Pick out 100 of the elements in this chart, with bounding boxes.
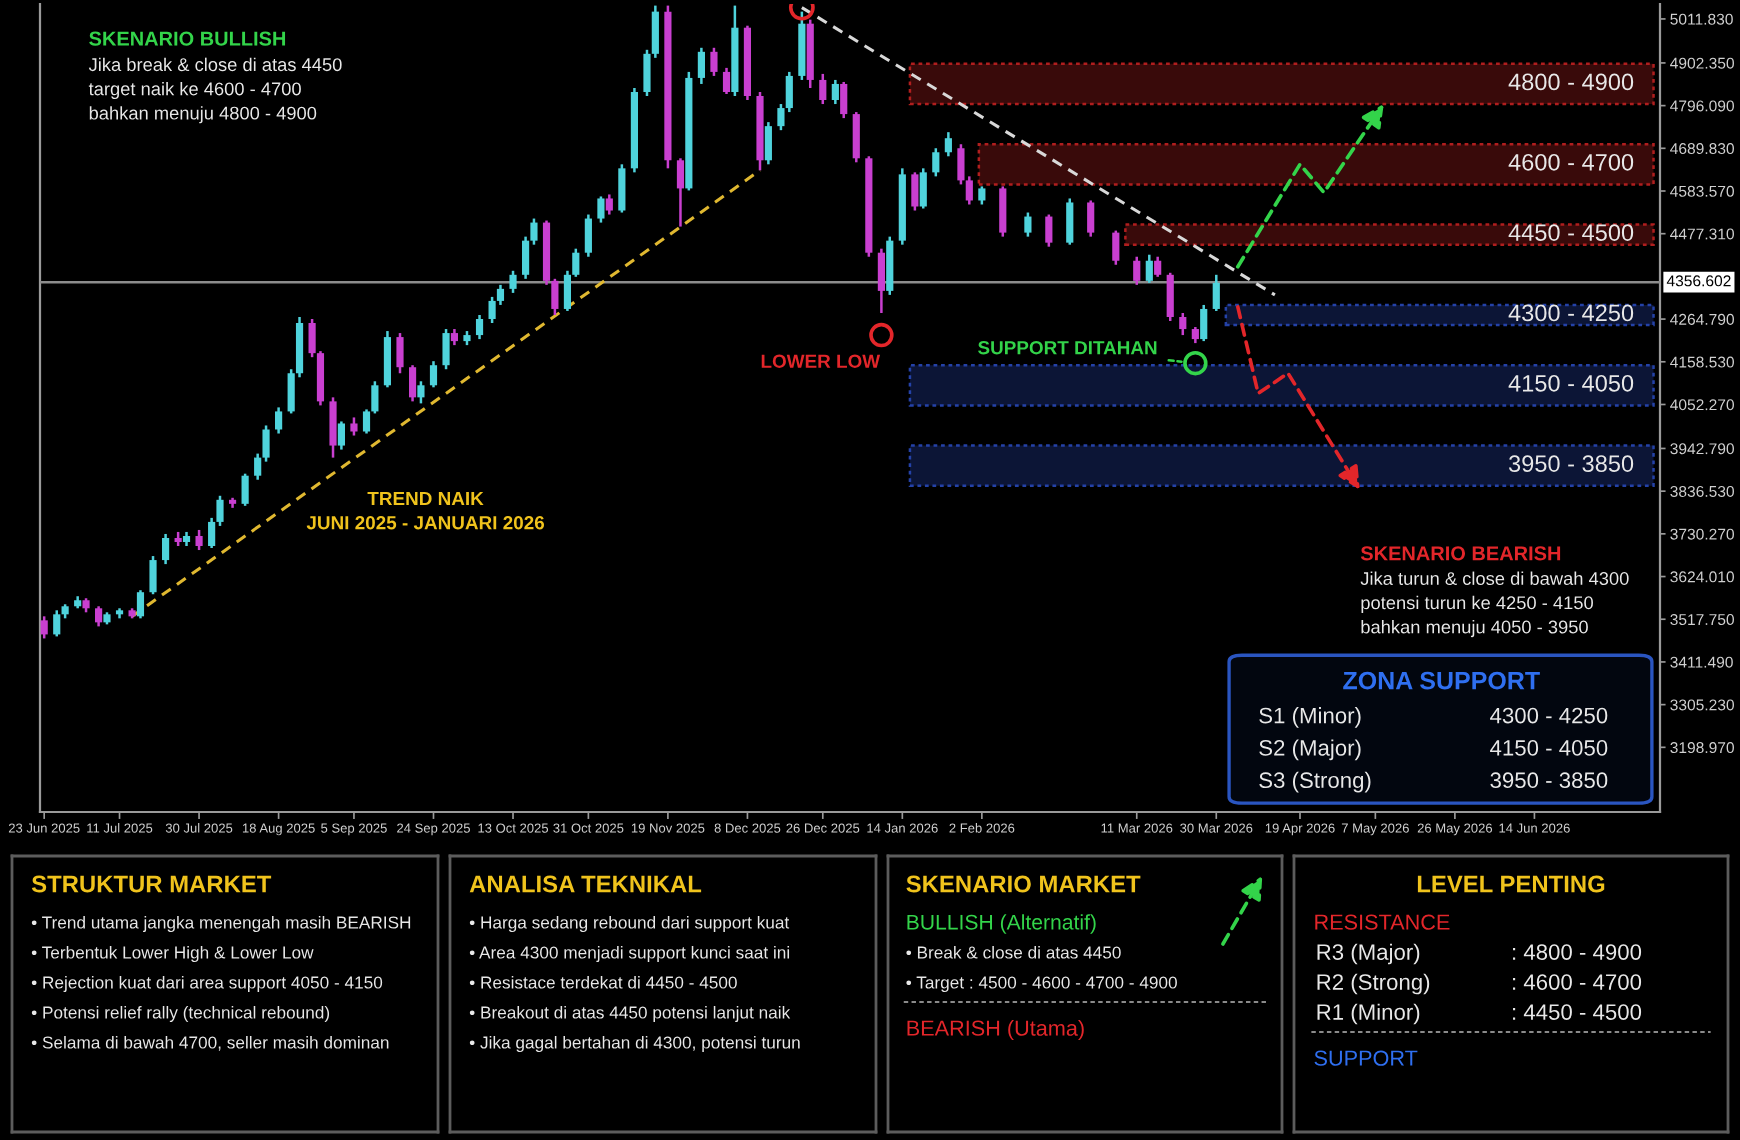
text: SKENARIO MARKET xyxy=(906,875,1141,893)
candlestick xyxy=(149,554,157,596)
candlestick xyxy=(429,359,438,389)
text: RESISTANCE xyxy=(1315,914,1450,930)
candlestick xyxy=(136,588,145,620)
annotation: bahkan menuju 4800 - 4900 xyxy=(89,106,317,124)
annotation: Jika break & close di atas 4450 xyxy=(88,57,342,72)
candlestick xyxy=(764,120,772,166)
candlestick xyxy=(1212,273,1220,313)
candlestick xyxy=(195,528,203,552)
text: • Target : 4500 - 4600 - 4700 - 4900 xyxy=(906,976,1177,993)
text: • Resistace terdekat di 4450 - 4500 xyxy=(469,975,737,989)
text: BULLISH (Alternatif) xyxy=(907,914,1096,934)
candlestick xyxy=(1200,303,1208,343)
candlestick xyxy=(911,171,919,212)
candlestick xyxy=(618,163,626,214)
text: • Selama di bawah 4700, seller masih dominan xyxy=(31,1035,389,1051)
text: • Terbentuk Lower High & Lower Low xyxy=(31,945,314,963)
text: • Potensi relief rally (technical rebound) xyxy=(31,1005,330,1023)
annotation: potensi turun ke 4250 - 4150 xyxy=(1361,595,1593,613)
candlestick xyxy=(1154,255,1162,279)
candlestick xyxy=(831,78,839,106)
candlestick xyxy=(1145,253,1153,285)
candlestick xyxy=(597,195,605,224)
annotation: SKENARIO BEARISH xyxy=(1360,546,1561,561)
candlestick xyxy=(919,167,927,210)
candlestick xyxy=(396,331,404,375)
text: • Jika gagal bertahan di 4300, potensi turun xyxy=(469,1035,800,1053)
annotation: TREND NAIK xyxy=(367,492,484,505)
candlestick xyxy=(1066,197,1074,246)
candlestick xyxy=(710,46,718,78)
text: STRUKTUR MARKET xyxy=(31,875,272,893)
candlestick xyxy=(944,130,952,158)
band-label: 4800 - 4900 xyxy=(1508,73,1634,91)
text: • Breakout di atas 4450 potensi lanjut naik xyxy=(469,1005,791,1023)
candlestick xyxy=(819,72,827,106)
text: LEVEL PENTING xyxy=(1417,875,1605,893)
text: SUPPORT xyxy=(1314,1050,1418,1066)
annotation: ZONA SUPPORT xyxy=(1343,671,1540,690)
text: R3 (Major) xyxy=(1317,943,1420,965)
candlestick xyxy=(697,46,705,86)
candlestick xyxy=(95,605,103,628)
candlestick xyxy=(999,185,1007,238)
candlestick xyxy=(1166,271,1174,323)
text: • Break & close di atas 4450 xyxy=(906,945,1121,959)
candlestick xyxy=(408,363,417,403)
text: BEARISH (Utama) xyxy=(907,1019,1084,1041)
annotation: LOWER LOW xyxy=(761,354,881,368)
text: : 4800 - 4900 xyxy=(1513,944,1642,960)
annotation: bahkan menuju 4050 - 3950 xyxy=(1361,620,1588,638)
band-label: 4150 - 4050 xyxy=(1508,374,1634,392)
candlestick xyxy=(932,146,940,178)
text: • Area 4300 menjadi support kunci saat ini xyxy=(469,945,790,963)
band-label: 3950 - 3850 xyxy=(1508,455,1634,472)
band-label: 4600 - 4700 xyxy=(1508,153,1634,171)
candlestick xyxy=(1112,229,1120,267)
candlestick xyxy=(53,609,61,638)
candlestick xyxy=(417,380,425,405)
annotation: SKENARIO BULLISH xyxy=(89,31,286,46)
candlestick xyxy=(1179,311,1187,337)
annotation: target naik ke 4600 - 4700 xyxy=(88,81,301,99)
text: ANALISA TEKNIKAL xyxy=(469,875,702,893)
candlestick xyxy=(241,472,249,508)
text: • Trend utama jangka menengah masih BEARISH xyxy=(31,915,411,933)
annotation: 3950 - 3850 xyxy=(1490,772,1608,789)
annotation: 4150 - 4050 xyxy=(1490,740,1608,756)
annotation: Jika turun & close di bawah 4300 xyxy=(1360,571,1629,586)
candlestick xyxy=(329,396,337,459)
candlestick xyxy=(475,313,484,341)
candlestick xyxy=(722,66,731,96)
candlestick xyxy=(275,406,283,435)
candlestick xyxy=(840,80,848,120)
candlestick xyxy=(877,247,885,315)
candlestick xyxy=(1133,255,1141,287)
candlestick xyxy=(1045,213,1053,248)
candlestick xyxy=(161,532,170,566)
candlestick xyxy=(605,193,613,216)
annotation: S3 (Strong) xyxy=(1259,771,1371,793)
text: : 4600 - 4700 xyxy=(1513,974,1642,990)
candlestick xyxy=(978,185,986,206)
annotation: S1 (Minor) xyxy=(1259,707,1361,728)
text: • Rejection kuat dari area support 4050 - 4150 xyxy=(31,975,383,993)
text: R1 (Minor) xyxy=(1317,1003,1420,1025)
candlestick xyxy=(509,269,517,295)
text: : 4450 - 4500 xyxy=(1513,1004,1642,1020)
text: • Harga sedang rebound dari support kuat xyxy=(469,915,790,933)
candlestick xyxy=(852,110,860,164)
candlestick xyxy=(1087,199,1095,238)
candlestick xyxy=(40,615,48,640)
annotation: JUNI 2025 - JANUARI 2026 xyxy=(306,516,545,530)
candlestick xyxy=(337,420,345,451)
candlestick xyxy=(676,157,685,228)
annotation: S2 (Major) xyxy=(1259,739,1361,761)
candlestick xyxy=(442,327,450,371)
annotation: 4300 - 4250 xyxy=(1490,707,1608,724)
text: R2 (Strong) xyxy=(1317,973,1430,995)
band-label: 4450 - 4500 xyxy=(1508,224,1634,241)
candlestick xyxy=(584,213,592,258)
candlestick xyxy=(1024,211,1032,238)
band-label: 4300 - 4250 xyxy=(1508,304,1634,322)
